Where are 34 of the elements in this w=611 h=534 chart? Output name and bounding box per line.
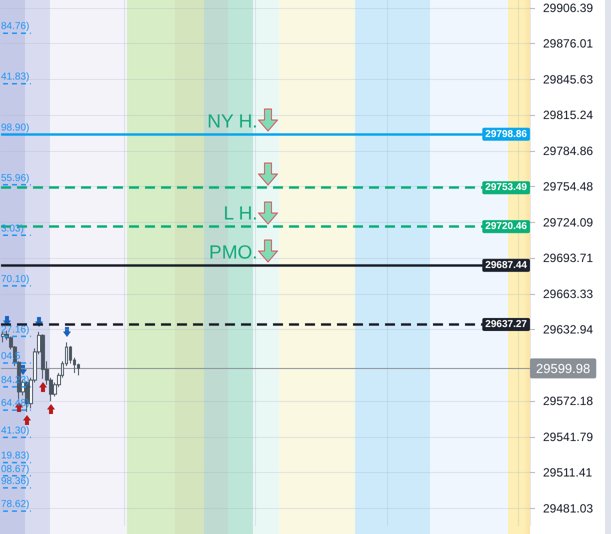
- series-label: 84.76): [1, 21, 30, 32]
- ref-line-label: 29637.27: [485, 318, 528, 330]
- y-tick-label: 29724.09: [543, 215, 594, 230]
- y-tick-label: 29906.39: [543, 0, 594, 15]
- series-label: 55.96): [1, 172, 30, 184]
- y-tick-label: 29815.24: [543, 108, 594, 122]
- series-label: 98.36): [1, 476, 30, 487]
- series-label: 41.83): [1, 72, 30, 83]
- series-label: 41.30): [1, 425, 30, 436]
- y-tick-label: 29541.79: [543, 430, 594, 444]
- series-label: 08.67): [1, 464, 30, 475]
- series-label: 78.62): [1, 499, 30, 510]
- series-label: 70.10): [1, 274, 30, 285]
- series-label: 27.16): [1, 324, 30, 336]
- y-tick-label: 29572.18: [543, 394, 594, 408]
- annotation: L H.: [223, 204, 258, 225]
- y-tick-label: 29511.41: [543, 466, 592, 480]
- y-tick-label: 29784.86: [543, 144, 594, 158]
- y-tick-label: 29754.48: [543, 180, 594, 194]
- annotation: PMO.: [209, 242, 258, 264]
- y-tick-label: 29632.94: [543, 322, 594, 337]
- ref-line-label: 29753.49: [485, 182, 528, 194]
- series-label: 98.90): [1, 122, 30, 134]
- ref-line-label: 29798.86: [485, 128, 528, 140]
- y-tick-label: 29693.71: [543, 251, 594, 266]
- y-tick-label: 29481.03: [543, 501, 594, 516]
- ref-line-label: 29599.98: [536, 360, 590, 376]
- series-label: 19.83): [1, 450, 30, 462]
- ref-line-label: 29720.46: [485, 221, 528, 232]
- annotation: NY H.: [207, 111, 258, 132]
- y-tick-label: 29663.33: [543, 286, 594, 301]
- y-tick-label: 29876.01: [543, 36, 594, 51]
- ref-line-label: 29687.44: [485, 260, 528, 271]
- y-tick-label: 29845.63: [543, 72, 594, 86]
